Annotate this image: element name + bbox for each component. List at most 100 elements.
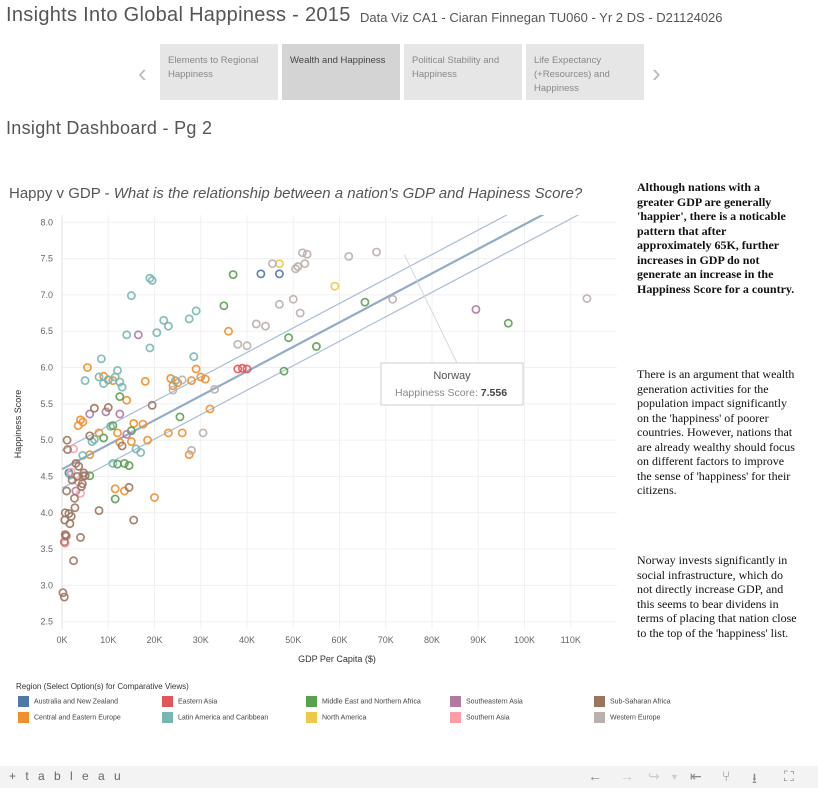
data-point <box>117 382 127 392</box>
data-point <box>279 366 289 376</box>
data-point <box>99 433 109 443</box>
chevron-right-icon[interactable]: › <box>652 58 661 88</box>
data-point <box>233 339 243 349</box>
data-point <box>63 445 73 455</box>
data-point <box>94 428 104 438</box>
data-point <box>251 319 261 329</box>
commentary-norway: Norway invests significantly in social i… <box>637 553 797 640</box>
x-tick-label: 50K <box>285 635 301 645</box>
legend-item[interactable]: North America <box>306 712 366 724</box>
x-tick-label: 30K <box>193 635 209 645</box>
data-point <box>101 407 111 417</box>
data-point <box>110 484 120 494</box>
y-tick-label: 7.5 <box>40 254 53 264</box>
x-tick-label: 20K <box>146 635 162 645</box>
legend-title: Region (Select Option(s) for Comparative… <box>16 682 189 691</box>
download-icon[interactable]: ⭳ <box>752 770 757 786</box>
data-point <box>115 377 125 387</box>
data-point <box>115 409 125 419</box>
page-title: Insight Dashboard - Pg 2 <box>6 118 213 138</box>
data-point <box>136 448 146 457</box>
data-point <box>129 419 139 428</box>
fullscreen-icon[interactable]: ⛶ <box>784 768 794 784</box>
data-point <box>288 294 298 304</box>
data-point <box>291 264 301 274</box>
legend-label: Latin America and Caribbean <box>178 714 269 722</box>
legend-item[interactable]: Middle East and Northern Africa <box>306 696 421 708</box>
data-point <box>129 515 139 525</box>
trend-lower-band <box>62 215 580 489</box>
data-point <box>177 375 187 385</box>
y-tick-label: 4.5 <box>40 471 53 481</box>
data-point <box>70 503 80 513</box>
legend-item[interactable]: Central and Eastern Europe <box>18 712 121 724</box>
data-point <box>163 428 173 438</box>
tooltip-label: Happiness Score: 7.556 <box>395 387 507 399</box>
x-tick-label: 40K <box>239 635 255 645</box>
tab-wealth-and-happiness[interactable]: Wealth and Happiness <box>282 44 400 100</box>
data-point <box>108 421 118 431</box>
dashboard-header-title: Insights Into Global Happiness - 2015 <box>6 4 351 26</box>
data-point <box>62 435 72 445</box>
y-tick-label: 3.5 <box>40 544 53 554</box>
chart-title-question: What is the relationship between a natio… <box>113 185 583 202</box>
data-point <box>113 428 122 438</box>
data-point <box>66 467 76 477</box>
data-point <box>78 450 88 460</box>
data-point <box>152 328 162 338</box>
redo-icon[interactable]: → <box>620 768 634 784</box>
first-page-icon[interactable]: ⇤ <box>690 768 702 784</box>
x-tick-label: 70K <box>378 635 394 645</box>
data-point <box>503 318 513 328</box>
data-point <box>274 269 284 279</box>
data-point <box>58 588 68 598</box>
data-point <box>582 294 592 303</box>
legend-item[interactable]: Southeastern Asia <box>450 696 523 708</box>
chevron-left-icon[interactable]: ‹ <box>138 58 147 88</box>
tab-life-expectancy[interactable]: Life Expectancy (+Resources) and Happine… <box>526 44 644 100</box>
data-point <box>330 281 340 291</box>
y-tick-label: 6.0 <box>40 363 53 373</box>
y-axis-label: Happiness Score <box>13 390 23 459</box>
share-icon[interactable]: ⑂ <box>722 768 731 784</box>
undo-icon[interactable]: ← <box>588 768 602 784</box>
data-point <box>471 304 481 314</box>
data-point <box>360 297 370 307</box>
dashboard-header-subtitle: Data Viz CA1 - Ciaran Finnegan TU060 - Y… <box>360 10 723 25</box>
y-tick-label: 8.0 <box>40 217 53 227</box>
legend-item[interactable]: Southern Asia <box>450 712 510 724</box>
tab-political-stability[interactable]: Political Stability and Happiness <box>404 44 522 100</box>
data-point <box>175 412 185 422</box>
legend-label: Eastern Asia <box>178 698 218 706</box>
data-point <box>163 321 173 331</box>
y-tick-label: 3.0 <box>40 580 53 590</box>
data-point <box>74 461 84 471</box>
data-point <box>298 248 307 258</box>
data-point <box>168 385 178 395</box>
scatter-chart[interactable]: 0K 10K 20K 30K 40K 50K 60K 70K 80K 90K 100K 110K 2.5… <box>0 215 625 670</box>
data-point <box>267 259 277 269</box>
chart-tooltip: Norway Happiness Score: 7.556 <box>380 254 524 406</box>
legend-item[interactable]: Latin America and Caribbean <box>162 712 268 724</box>
data-point <box>242 341 252 351</box>
data-point <box>77 479 87 489</box>
legend-item[interactable]: Eastern Asia <box>162 696 217 708</box>
legend-item[interactable]: Australia and New Zealand <box>18 696 118 708</box>
data-point <box>184 314 194 324</box>
revert-icon[interactable]: ↪ <box>648 768 660 784</box>
x-axis-label: GDP Per Capita ($) <box>298 654 376 664</box>
data-point <box>261 321 270 331</box>
tab-elements-regional-happiness[interactable]: Elements to Regional Happiness <box>160 44 278 100</box>
data-point <box>59 592 69 602</box>
revert-menu-icon[interactable]: ▼ <box>670 772 679 782</box>
data-point <box>69 444 79 454</box>
legend-item[interactable]: Western Europe <box>594 712 660 724</box>
data-point <box>140 376 150 386</box>
data-point <box>145 343 155 353</box>
legend-item[interactable]: Sub-Saharan Africa <box>594 696 671 708</box>
data-point <box>159 315 169 325</box>
data-point <box>103 403 113 412</box>
data-point <box>94 372 104 382</box>
legend-label: North America <box>322 714 367 722</box>
trend-line <box>62 215 545 471</box>
